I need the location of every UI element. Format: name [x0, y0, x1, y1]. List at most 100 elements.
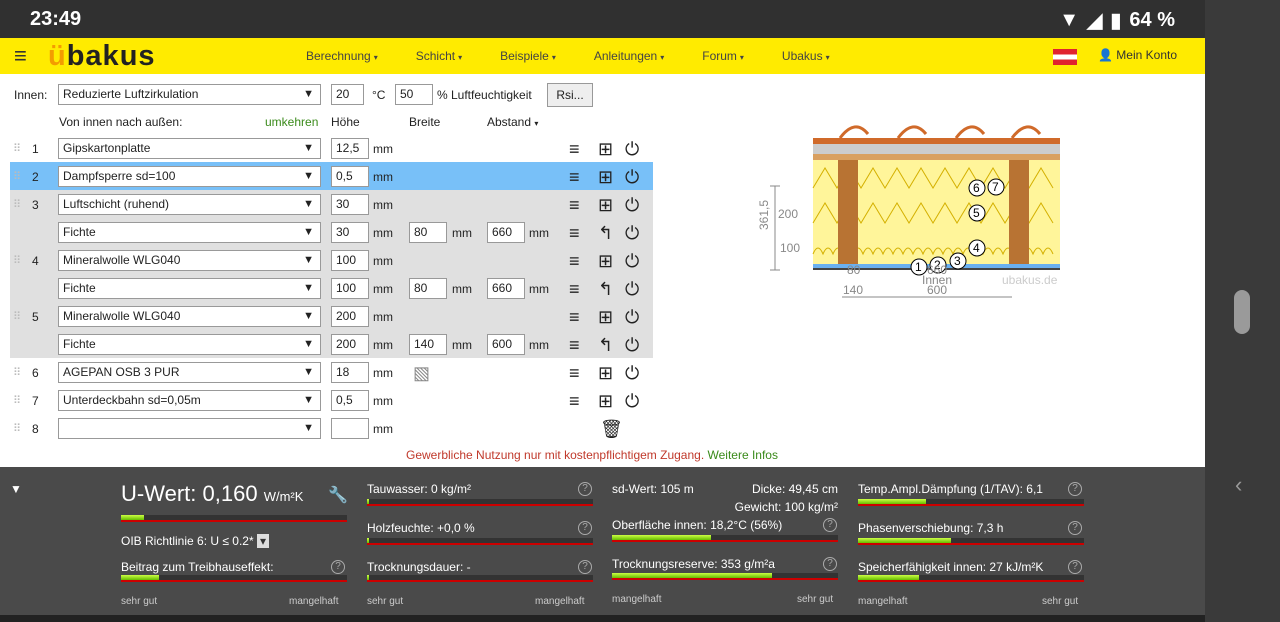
undo-arrow-icon[interactable]: ↰: [598, 279, 614, 299]
menu-icon[interactable]: ≡: [569, 139, 580, 159]
wrench-icon[interactable]: 🔧: [328, 487, 348, 504]
menu-icon[interactable]: ≡: [569, 363, 580, 383]
layer-spacing-input[interactable]: 660: [487, 278, 525, 299]
layer-height-input[interactable]: 100: [331, 250, 369, 271]
layer-width-input[interactable]: 80: [409, 222, 447, 243]
layer-height-input[interactable]: 200: [331, 334, 369, 355]
layer-width-input[interactable]: 140: [409, 334, 447, 355]
layer-material-select[interactable]: AGEPAN OSB 3 PUR ▼: [58, 362, 321, 383]
collapse-icon[interactable]: ▼: [10, 482, 22, 496]
power-icon[interactable]: ⏻: [625, 279, 640, 299]
layer-spacing-input[interactable]: 600: [487, 334, 525, 355]
layer-width-input[interactable]: 80: [409, 278, 447, 299]
climate-select[interactable]: Reduzierte Luftzirkulation ▼: [58, 84, 321, 105]
drag-handle-icon[interactable]: ⠿: [13, 171, 22, 183]
layer-material-select[interactable]: ▼: [58, 418, 321, 439]
menu-icon[interactable]: ≡: [569, 195, 580, 215]
layer-height-input[interactable]: 12,5: [331, 138, 369, 159]
power-icon[interactable]: ⏻: [625, 223, 640, 243]
rsi-button[interactable]: Rsi...: [547, 83, 593, 107]
add-layer-icon[interactable]: ⊞: [598, 139, 614, 159]
layer-height-input[interactable]: 0,5: [331, 390, 369, 411]
drag-handle-icon[interactable]: ⠿: [13, 143, 22, 155]
layer-material-select[interactable]: Mineralwolle WLG040 ▼: [58, 306, 321, 327]
layer-spacing-input[interactable]: 660: [487, 222, 525, 243]
layer-height-input[interactable]: 18: [331, 362, 369, 383]
logo[interactable]: übakus: [48, 40, 156, 72]
menu-berechnung[interactable]: Berechnung ▾: [306, 49, 378, 63]
undo-arrow-icon[interactable]: ↰: [598, 223, 614, 243]
menu-ubakus[interactable]: Ubakus ▾: [781, 49, 830, 63]
menu-forum[interactable]: Forum ▾: [702, 49, 744, 63]
add-layer-icon[interactable]: ⊞: [598, 391, 614, 411]
power-icon[interactable]: ⏻: [625, 391, 640, 411]
drag-handle-icon[interactable]: ⠿: [13, 199, 22, 211]
menu-icon[interactable]: ≡: [569, 307, 580, 327]
drag-handle-icon[interactable]: ⠿: [13, 423, 22, 435]
menu-beispiele[interactable]: Beispiele ▾: [500, 49, 556, 63]
power-icon[interactable]: ⏻: [625, 167, 640, 187]
help-icon[interactable]: ?: [578, 482, 592, 496]
menu-icon[interactable]: ≡: [569, 335, 580, 355]
help-icon[interactable]: ?: [1068, 521, 1082, 535]
menu-icon[interactable]: ≡: [14, 43, 27, 68]
layer-material-select[interactable]: Unterdeckbahn sd=0,05m ▼: [58, 390, 321, 411]
layer-material-select[interactable]: Gipskartonplatte ▼: [58, 138, 321, 159]
help-icon[interactable]: ?: [578, 560, 592, 574]
layer-material-select[interactable]: Fichte ▼: [58, 222, 321, 243]
drag-handle-icon[interactable]: ⠿: [13, 367, 22, 379]
help-icon[interactable]: ?: [1068, 560, 1082, 574]
layer-material-select[interactable]: Mineralwolle WLG040 ▼: [58, 250, 321, 271]
add-layer-icon[interactable]: ⊞: [598, 195, 614, 215]
menu-icon[interactable]: ≡: [569, 391, 580, 411]
menu-icon[interactable]: ≡: [569, 251, 580, 271]
layer-height-input[interactable]: 30: [331, 194, 369, 215]
power-icon[interactable]: ⏻: [625, 139, 640, 159]
texture-icon[interactable]: ▧: [413, 363, 431, 383]
trash-icon[interactable]: 🗑: [600, 419, 623, 439]
menu-icon[interactable]: ≡: [569, 223, 580, 243]
layer-height-input[interactable]: 200: [331, 306, 369, 327]
layer-material-select[interactable]: Fichte ▼: [58, 278, 321, 299]
add-layer-icon[interactable]: ⊞: [598, 167, 614, 187]
help-icon[interactable]: ?: [823, 557, 837, 571]
layer-height-input[interactable]: 0,5: [331, 166, 369, 187]
layer-material-select[interactable]: Dampfsperre sd=100 ▼: [58, 166, 321, 187]
menu-schicht[interactable]: Schicht ▾: [415, 49, 463, 63]
humidity-input[interactable]: 50: [395, 84, 433, 105]
account-link[interactable]: 👤 Mein Konto: [1098, 48, 1177, 62]
menu-icon[interactable]: ≡: [569, 279, 580, 299]
help-icon[interactable]: ?: [331, 560, 345, 574]
menu-anleitungen[interactable]: Anleitungen ▾: [593, 49, 665, 63]
help-icon[interactable]: ?: [823, 518, 837, 532]
temperature-input[interactable]: 20: [331, 84, 364, 105]
power-icon[interactable]: ⏻: [625, 307, 640, 327]
power-icon[interactable]: ⏻: [625, 195, 640, 215]
layer-height-input[interactable]: [331, 418, 369, 439]
scroll-thumb[interactable]: [1234, 290, 1250, 334]
layer-material-select[interactable]: Fichte ▼: [58, 334, 321, 355]
reverse-link[interactable]: umkehren: [265, 115, 319, 129]
help-icon[interactable]: ?: [578, 521, 592, 535]
add-layer-icon[interactable]: ⊞: [598, 363, 614, 383]
menu-icon[interactable]: ≡: [569, 167, 580, 187]
drag-handle-icon[interactable]: ⠿: [13, 395, 22, 407]
more-info-link[interactable]: Weitere Infos: [707, 448, 778, 462]
add-layer-icon[interactable]: ⊞: [598, 251, 614, 271]
chevron-left-icon[interactable]: ‹: [1235, 472, 1243, 497]
add-layer-icon[interactable]: ⊞: [598, 307, 614, 327]
power-icon[interactable]: ⏻: [625, 363, 640, 383]
power-icon[interactable]: ⏻: [625, 251, 640, 271]
austria-flag-icon[interactable]: [1053, 49, 1077, 65]
layer-height-input[interactable]: 100: [331, 278, 369, 299]
drag-handle-icon[interactable]: ⠿: [13, 255, 22, 267]
col-spacing[interactable]: Abstand ▾: [487, 115, 539, 129]
undo-arrow-icon[interactable]: ↰: [598, 335, 614, 355]
rafter-left: [838, 160, 858, 264]
power-icon[interactable]: ⏻: [625, 335, 640, 355]
drag-handle-icon[interactable]: ⠿: [13, 311, 22, 323]
layer-material-select[interactable]: Luftschicht (ruhend) ▼: [58, 194, 321, 215]
oib-label[interactable]: OIB Richtlinie 6: U ≤ 0.2* ▾: [121, 534, 270, 548]
help-icon[interactable]: ?: [1068, 482, 1082, 496]
layer-height-input[interactable]: 30: [331, 222, 369, 243]
